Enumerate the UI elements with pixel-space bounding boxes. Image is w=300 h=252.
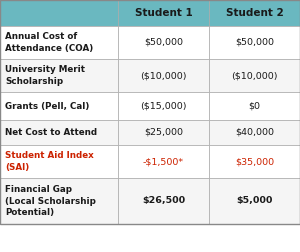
Text: $50,000: $50,000: [144, 38, 183, 47]
Text: Grants (Pell, Cal): Grants (Pell, Cal): [5, 102, 89, 110]
Text: ($10,000): ($10,000): [231, 71, 278, 80]
Bar: [118, 92, 209, 120]
Text: $5,000: $5,000: [236, 197, 273, 205]
Bar: [0, 92, 118, 120]
Bar: [0, 120, 118, 145]
Text: $25,000: $25,000: [144, 128, 183, 137]
Bar: [0, 178, 118, 224]
Bar: [209, 0, 300, 26]
Bar: [209, 92, 300, 120]
Bar: [0, 0, 118, 26]
Bar: [118, 120, 209, 145]
Text: $40,000: $40,000: [235, 128, 274, 137]
Bar: [0, 0, 300, 224]
Text: $0: $0: [248, 102, 260, 110]
Bar: [118, 0, 209, 26]
Text: Financial Gap
(Local Scholarship
Potential): Financial Gap (Local Scholarship Potenti…: [5, 185, 96, 217]
Text: $50,000: $50,000: [235, 38, 274, 47]
Bar: [118, 145, 209, 178]
Bar: [0, 59, 118, 92]
Text: ($10,000): ($10,000): [140, 71, 187, 80]
Bar: [209, 178, 300, 224]
Text: -$1,500*: -$1,500*: [143, 157, 184, 166]
Text: Student 2: Student 2: [226, 8, 284, 18]
Bar: [118, 59, 209, 92]
Bar: [209, 59, 300, 92]
Text: ($15,000): ($15,000): [140, 102, 187, 110]
Text: $26,500: $26,500: [142, 197, 185, 205]
Bar: [209, 145, 300, 178]
Bar: [209, 120, 300, 145]
Bar: [0, 145, 118, 178]
Text: Net Cost to Attend: Net Cost to Attend: [5, 128, 97, 137]
Text: University Merit
Scholarship: University Merit Scholarship: [5, 66, 85, 85]
Text: Student 1: Student 1: [135, 8, 192, 18]
Text: Student Aid Index
(SAI): Student Aid Index (SAI): [5, 151, 94, 172]
Text: Annual Cost of
Attendance (COA): Annual Cost of Attendance (COA): [5, 33, 93, 53]
Text: $35,000: $35,000: [235, 157, 274, 166]
Bar: [118, 178, 209, 224]
Bar: [0, 26, 118, 59]
Bar: [118, 26, 209, 59]
Bar: [209, 26, 300, 59]
